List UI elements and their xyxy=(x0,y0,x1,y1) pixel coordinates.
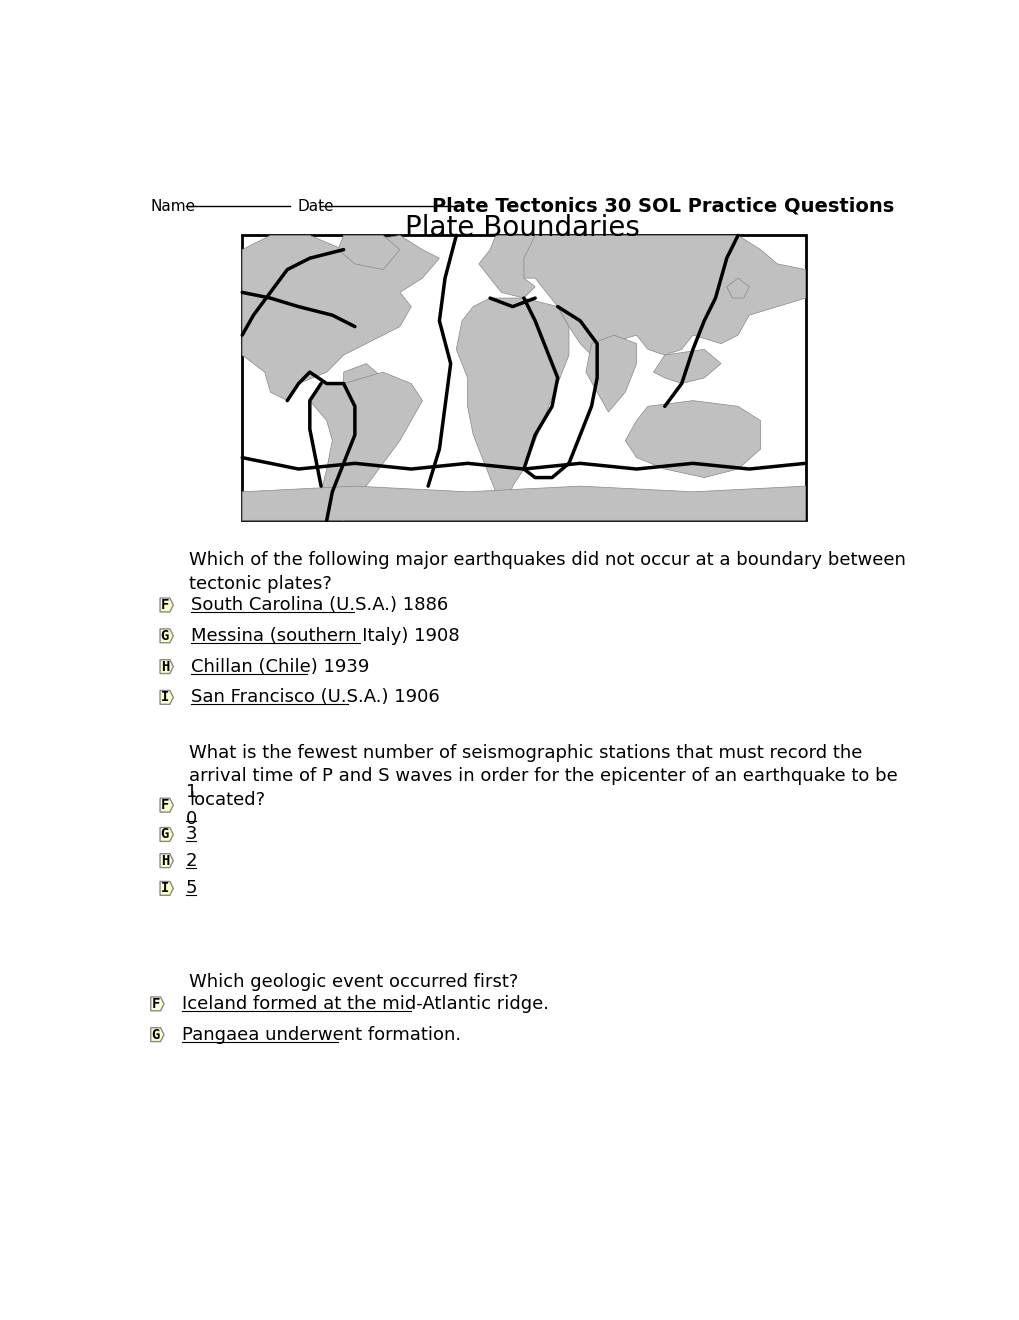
Text: 2: 2 xyxy=(185,851,197,870)
Polygon shape xyxy=(310,372,422,520)
Polygon shape xyxy=(653,350,720,384)
Text: What is the fewest number of seismographic stations that must record the
arrival: What is the fewest number of seismograph… xyxy=(190,743,898,809)
Text: South Carolina (U.S.A.) 1886: South Carolina (U.S.A.) 1886 xyxy=(191,597,448,614)
Text: H: H xyxy=(161,660,169,673)
Polygon shape xyxy=(478,235,551,298)
Polygon shape xyxy=(160,854,173,867)
Text: Which of the following major earthquakes did not occur at a boundary between
tec: Which of the following major earthquakes… xyxy=(190,552,906,593)
Polygon shape xyxy=(160,690,173,705)
Polygon shape xyxy=(625,401,760,478)
Text: Messina (southern Italy) 1908: Messina (southern Italy) 1908 xyxy=(191,627,460,644)
Text: Chillan (Chile) 1939: Chillan (Chile) 1939 xyxy=(191,657,369,676)
Polygon shape xyxy=(160,628,173,643)
Polygon shape xyxy=(726,279,749,298)
Polygon shape xyxy=(151,997,164,1011)
Polygon shape xyxy=(160,660,173,673)
Polygon shape xyxy=(160,598,173,612)
Text: F: F xyxy=(161,799,169,812)
Bar xyxy=(242,235,805,520)
Text: I: I xyxy=(161,882,169,895)
Text: 0: 0 xyxy=(185,810,197,828)
Text: 3: 3 xyxy=(185,825,197,843)
Text: Pangaea underwent formation.: Pangaea underwent formation. xyxy=(181,1026,461,1044)
Text: 1: 1 xyxy=(185,783,197,800)
Polygon shape xyxy=(585,335,636,412)
Polygon shape xyxy=(160,799,173,812)
Text: Plate Boundaries: Plate Boundaries xyxy=(405,214,640,242)
Polygon shape xyxy=(343,363,383,392)
Text: Plate Tectonics 30 SOL Practice Questions: Plate Tectonics 30 SOL Practice Question… xyxy=(432,197,894,215)
Text: F: F xyxy=(151,997,160,1011)
Polygon shape xyxy=(242,235,439,401)
Text: G: G xyxy=(151,1028,160,1041)
Polygon shape xyxy=(524,235,805,355)
Text: 5: 5 xyxy=(185,879,197,898)
Polygon shape xyxy=(160,882,173,895)
Text: G: G xyxy=(161,628,169,643)
Text: G: G xyxy=(161,828,169,841)
Polygon shape xyxy=(160,828,173,841)
Polygon shape xyxy=(337,235,399,269)
Text: I: I xyxy=(161,690,169,705)
Text: H: H xyxy=(161,854,169,867)
Polygon shape xyxy=(151,1028,164,1041)
Text: Name: Name xyxy=(151,198,196,214)
Text: Date: Date xyxy=(298,198,334,214)
Polygon shape xyxy=(455,298,569,506)
Text: Iceland formed at the mid-Atlantic ridge.: Iceland formed at the mid-Atlantic ridge… xyxy=(181,995,548,1012)
Text: San Francisco (U.S.A.) 1906: San Francisco (U.S.A.) 1906 xyxy=(191,689,439,706)
Text: Which geologic event occurred first?: Which geologic event occurred first? xyxy=(190,973,519,991)
Text: F: F xyxy=(161,598,169,612)
Polygon shape xyxy=(242,486,805,520)
